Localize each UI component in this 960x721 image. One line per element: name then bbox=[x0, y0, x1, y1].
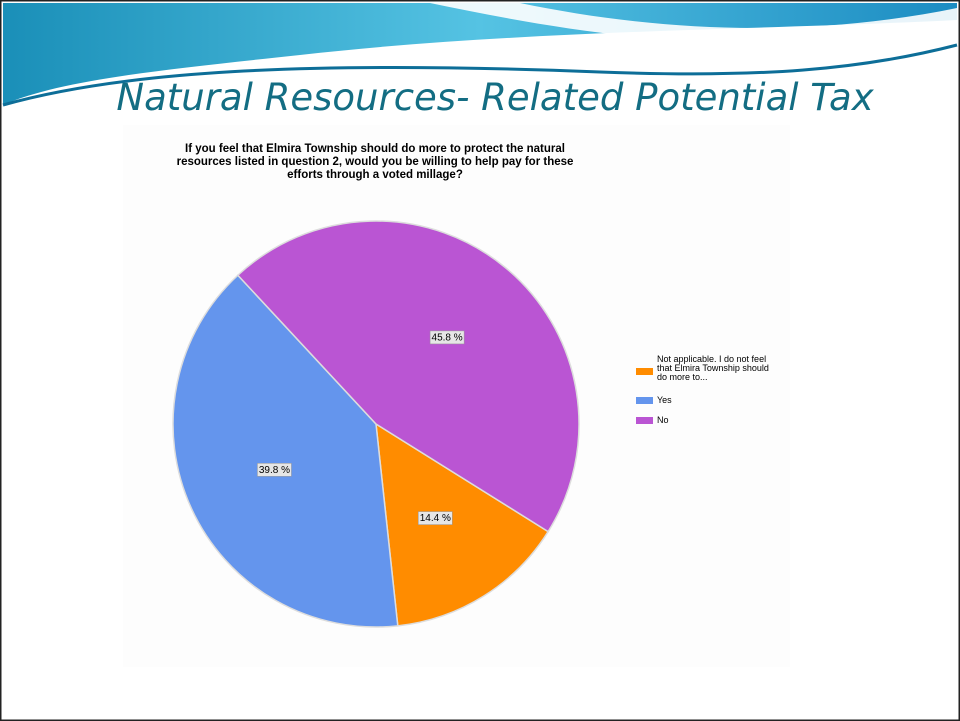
legend-label: No bbox=[657, 415, 669, 425]
chart-title: If you feel that Elmira Township should … bbox=[176, 143, 574, 181]
header-line bbox=[2, 43, 958, 107]
legend-label: Yes bbox=[657, 395, 672, 405]
legend-swatch bbox=[636, 397, 653, 404]
slide-title: Natural Resources- Related Potential Tax bbox=[116, 76, 874, 119]
value-label: 14.4 % bbox=[420, 513, 451, 524]
header-highlight bbox=[430, 3, 957, 48]
pie-slice bbox=[236, 220, 580, 533]
legend-label: Not applicable. I do not feel that Elmir… bbox=[657, 354, 769, 382]
value-label: 39.8 % bbox=[259, 465, 290, 476]
legend-swatch bbox=[636, 417, 653, 424]
pie: 14.4 % 39.8 % 45.8 % bbox=[172, 220, 580, 628]
pie-slice bbox=[375, 422, 550, 627]
legend-swatch bbox=[636, 368, 653, 375]
pie-slice bbox=[172, 274, 399, 628]
value-label: 45.8 % bbox=[432, 333, 463, 344]
value-label-box bbox=[418, 511, 453, 525]
value-label-box bbox=[257, 463, 292, 477]
value-label-box bbox=[429, 330, 465, 345]
